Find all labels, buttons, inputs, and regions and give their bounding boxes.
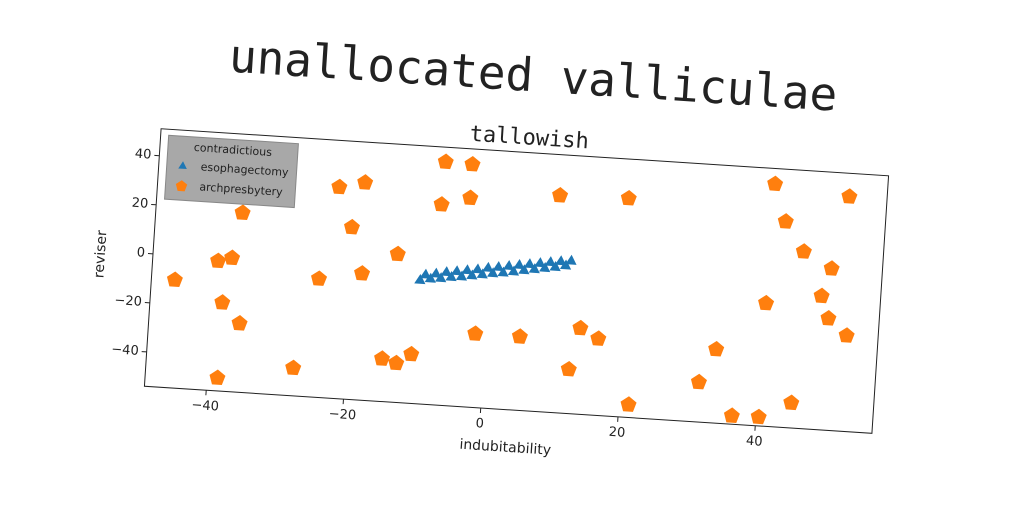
data-point [311, 270, 328, 286]
data-point [539, 262, 551, 273]
legend-marker [178, 161, 187, 170]
data-point [841, 188, 858, 204]
data-point [690, 373, 707, 390]
y-tick-label: 20 [131, 196, 148, 212]
data-point [430, 267, 442, 278]
data-point [620, 189, 637, 206]
data-point [433, 196, 450, 212]
y-tick-label: 40 [134, 147, 151, 163]
x-tick-label: −40 [191, 398, 219, 415]
y-tick-label: −20 [114, 293, 142, 310]
data-point [234, 204, 251, 220]
data-point [523, 258, 536, 269]
plot-area [143, 128, 890, 434]
y-tick-label: −40 [111, 342, 139, 359]
data-point [388, 354, 405, 371]
x-tick-label: 40 [745, 434, 762, 450]
data-point [507, 265, 520, 276]
data-point [214, 294, 231, 310]
data-point [331, 178, 348, 195]
data-point [482, 261, 494, 272]
data-point [823, 260, 840, 276]
x-tick-label: 20 [608, 425, 625, 441]
data-point [620, 396, 637, 412]
data-point [555, 255, 567, 266]
data-point [467, 325, 484, 341]
legend-marker [175, 180, 188, 192]
data-point [544, 256, 556, 267]
data-point [210, 252, 227, 269]
legend-label: esophagectomy [200, 160, 289, 179]
data-point [471, 263, 484, 274]
data-point [497, 266, 509, 277]
data-point [445, 271, 457, 282]
data-point [476, 268, 488, 279]
data-point [708, 340, 725, 357]
data-point [750, 408, 767, 425]
data-point [565, 254, 577, 265]
data-point [492, 261, 504, 272]
data-point [590, 330, 607, 346]
data-point [466, 269, 478, 280]
data-point [838, 327, 855, 343]
data-point [503, 260, 515, 271]
data-point [813, 287, 830, 304]
x-tick-label: −20 [328, 407, 356, 424]
data-point [461, 264, 473, 275]
data-point [419, 268, 431, 279]
data-point [424, 272, 436, 283]
data-point [511, 328, 528, 344]
data-point [357, 174, 374, 190]
data-point [435, 272, 447, 283]
data-point [758, 294, 775, 311]
data-point [777, 213, 794, 229]
legend-label: archpresbytery [199, 180, 284, 198]
data-point [559, 259, 572, 270]
data-point [462, 189, 479, 206]
data-point [374, 350, 391, 366]
data-point [224, 249, 241, 266]
legend-box [164, 134, 299, 209]
data-point [285, 359, 302, 376]
data-point [487, 267, 499, 278]
data-point [389, 245, 406, 262]
data-point [354, 265, 371, 281]
data-point [450, 265, 463, 276]
data-point [549, 261, 561, 272]
data-point [820, 310, 837, 326]
data-point [464, 156, 481, 172]
chart-title: unallocated valliculae [228, 29, 839, 122]
data-point [209, 369, 226, 385]
data-point [795, 243, 812, 259]
data-point [552, 187, 569, 203]
data-point [403, 345, 420, 362]
data-point [455, 270, 468, 281]
x-axis-label: indubitability [459, 437, 552, 459]
data-point [783, 394, 800, 411]
data-point [518, 264, 530, 275]
data-point [723, 407, 740, 423]
legend-title: contradictious [193, 141, 272, 159]
data-point [231, 315, 248, 331]
chart-body: unallocated valliculae tallowish indubit… [91, 29, 890, 459]
data-point [572, 319, 589, 336]
data-point [528, 263, 540, 274]
data-point [767, 175, 784, 192]
data-point [440, 266, 452, 277]
x-tick-label: 0 [475, 416, 484, 432]
data-point [344, 218, 360, 235]
y-tick-label: 0 [136, 245, 145, 261]
y-axis-label: reviser [91, 229, 110, 278]
data-point [414, 274, 426, 285]
data-point [166, 271, 183, 288]
data-point [534, 257, 546, 268]
data-point [560, 360, 577, 377]
data-point [513, 258, 525, 270]
data-point [437, 153, 454, 170]
